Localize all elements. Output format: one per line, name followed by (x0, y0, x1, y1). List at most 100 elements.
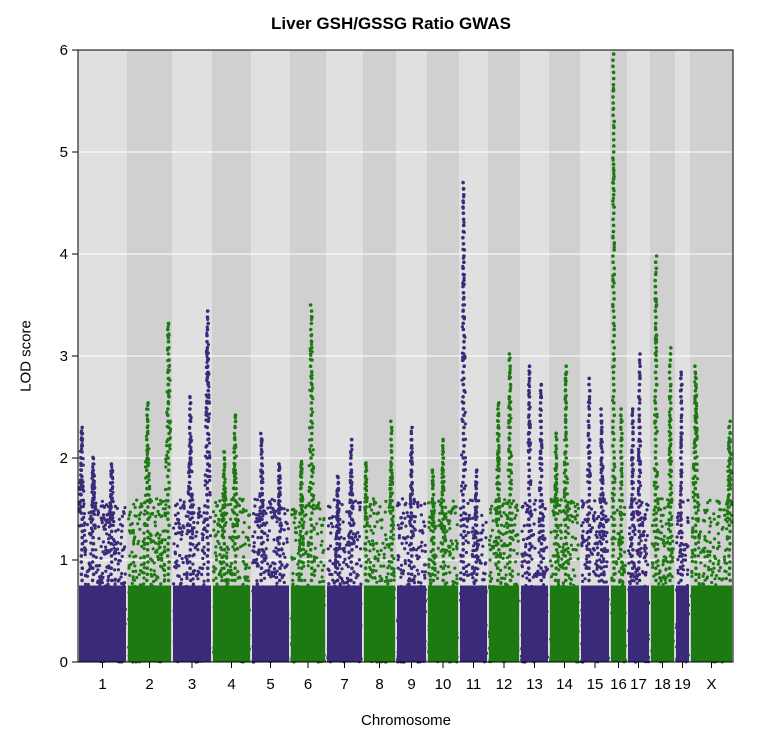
snp-point (364, 468, 369, 473)
snp-point (319, 543, 323, 547)
snp-point (207, 441, 212, 445)
snp-point (205, 333, 209, 338)
snp-point (380, 526, 384, 530)
snp-point (226, 568, 231, 573)
snp-point (205, 511, 209, 515)
snp-point (349, 486, 354, 491)
snp-point (384, 499, 388, 503)
snp-point (283, 555, 287, 559)
snp-point (190, 526, 195, 530)
snp-point (431, 505, 436, 509)
snp-point (180, 577, 184, 582)
snp-point (311, 453, 315, 457)
snp-point (142, 582, 146, 586)
snp-point (206, 370, 210, 375)
snp-point (242, 521, 246, 525)
snp-point (300, 517, 304, 521)
snp-point (222, 499, 227, 503)
snp-point (347, 550, 351, 554)
snp-point (492, 552, 496, 556)
snp-point (488, 548, 492, 552)
snp-point (135, 576, 139, 580)
snp-point (278, 480, 282, 485)
snp-point (309, 407, 314, 411)
snp-point (309, 309, 314, 313)
snp-point (90, 560, 95, 564)
snp-point (379, 564, 383, 568)
snp-point (364, 554, 368, 558)
snp-point (378, 574, 382, 579)
snp-point (530, 557, 534, 561)
snp-point (441, 572, 446, 577)
snp-point (217, 542, 221, 546)
snp-point (462, 223, 466, 228)
snp-point (326, 547, 330, 551)
snp-point (320, 523, 325, 528)
snp-point (128, 554, 132, 558)
snp-point (266, 506, 270, 510)
snp-point (166, 499, 170, 503)
snp-point (167, 431, 171, 436)
snp-point (205, 456, 209, 460)
snp-point (149, 540, 153, 544)
snp-point (297, 525, 301, 529)
snp-point (427, 525, 431, 530)
snp-point (113, 549, 118, 553)
snp-point (335, 511, 340, 515)
snp-point (205, 444, 209, 448)
snp-point (335, 541, 339, 546)
snp-point (267, 569, 271, 574)
snp-point (352, 521, 356, 526)
snp-point (277, 541, 281, 546)
snp-point (462, 413, 466, 418)
snp-point (194, 546, 198, 550)
snp-point (310, 431, 314, 436)
snp-point (120, 529, 124, 533)
snp-point (437, 499, 441, 503)
snp-point (149, 572, 153, 576)
snp-point (96, 511, 101, 515)
snp-point (340, 567, 344, 571)
snp-point (525, 510, 529, 514)
snp-point (264, 511, 268, 516)
snp-point (163, 563, 167, 567)
snp-point (455, 541, 459, 546)
snp-point (166, 492, 170, 497)
snp-point (400, 497, 405, 501)
snp-point (489, 570, 493, 575)
snp-point (79, 511, 84, 515)
snp-point (91, 480, 96, 485)
snp-point (330, 516, 334, 520)
snp-point (503, 498, 507, 502)
snp-point (545, 567, 550, 571)
snp-point (462, 254, 466, 258)
snp-point (286, 527, 290, 531)
snp-point (242, 555, 246, 559)
snp-point (354, 562, 358, 566)
snp-point (459, 513, 463, 518)
snp-point (293, 516, 297, 520)
snp-point (423, 573, 427, 578)
snp-point (201, 549, 205, 553)
snp-point (471, 576, 475, 580)
snp-point (298, 529, 303, 534)
snp-point (358, 505, 362, 509)
snp-point (461, 370, 465, 375)
snp-point (212, 578, 216, 582)
snp-point (430, 517, 435, 521)
snp-point (132, 502, 136, 506)
snp-point (260, 523, 264, 528)
snp-point (359, 547, 363, 551)
snp-point (251, 534, 255, 539)
snp-point (363, 462, 368, 466)
snp-point (462, 333, 466, 338)
snp-point (462, 339, 466, 344)
snp-point (236, 570, 240, 574)
snp-point (145, 578, 149, 583)
snp-point (137, 517, 141, 521)
snp-point (167, 388, 171, 393)
snp-point (140, 570, 144, 574)
snp-point (240, 510, 244, 514)
snp-point (300, 523, 304, 528)
snp-point (496, 554, 500, 558)
